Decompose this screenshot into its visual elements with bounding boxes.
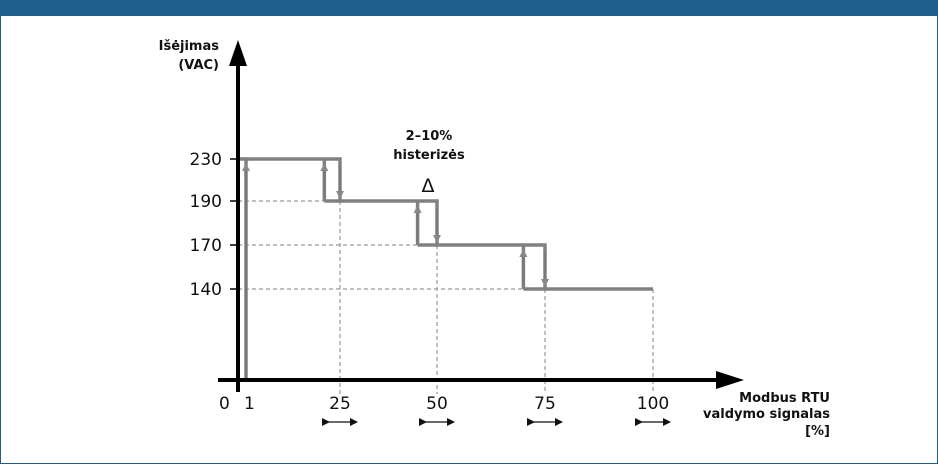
output-step-line: [244, 157, 653, 380]
output-curve: [238, 157, 653, 380]
x-tick-labels: 1 25 50 75 100: [244, 394, 669, 414]
y-axis-arrowhead: [229, 40, 247, 66]
origin-label: 0: [219, 394, 230, 414]
x-tick-75: 75: [534, 394, 556, 414]
x-axis-arrowhead: [716, 371, 744, 389]
x-axis-title-line1: Modbus RTU: [739, 391, 830, 406]
x-tick-100: 100: [637, 394, 669, 414]
x-tick-25: 25: [329, 394, 351, 414]
y-tick-190: 190: [190, 192, 222, 212]
y-axis-title-line2: (VAC): [178, 58, 219, 73]
hysteresis-label-line2: histerizės: [393, 148, 465, 163]
x-tick-50: 50: [426, 394, 448, 414]
hysteresis-label-line1: 2–10%: [406, 129, 453, 144]
x-axis-title-line3: [%]: [805, 424, 830, 439]
delta-symbol: Δ: [422, 175, 435, 197]
y-tick-140: 140: [190, 280, 222, 300]
x-axis-title-line2: valdymo signalas: [703, 407, 830, 422]
y-tick-230: 230: [190, 150, 222, 170]
hysteresis-arrows: [242, 163, 549, 378]
x-tick-1: 1: [244, 394, 255, 414]
y-tick-labels: 230 190 170 140: [190, 150, 238, 300]
dashed-guide-lines: [238, 158, 654, 394]
y-tick-170: 170: [190, 236, 222, 256]
y-axis-title-line1: Išėjimas: [159, 39, 220, 54]
figure-header-bar: [0, 0, 938, 16]
